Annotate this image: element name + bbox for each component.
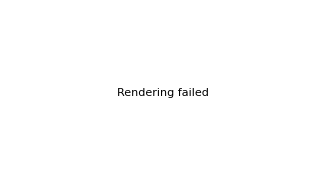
Text: Rendering failed: Rendering failed — [117, 88, 209, 98]
